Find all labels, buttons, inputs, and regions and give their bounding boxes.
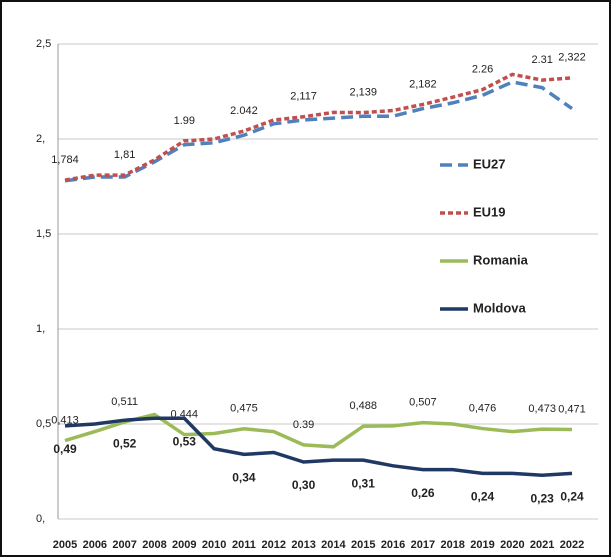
legend-label: Romania <box>473 252 529 267</box>
value-label: 1,81 <box>114 149 135 161</box>
value-label: 1.99 <box>174 115 195 127</box>
y-tick-label: 2,5 <box>36 38 51 50</box>
x-tick-label: 2010 <box>202 539 226 551</box>
value-label: 0,34 <box>232 471 256 485</box>
value-label: 0,23 <box>530 491 554 505</box>
value-label: 0,413 <box>51 414 79 426</box>
x-tick-label: 2012 <box>262 539 286 551</box>
value-label: 0,473 <box>528 403 556 415</box>
value-label: 0,53 <box>173 434 197 448</box>
value-label: 0,471 <box>558 403 586 415</box>
value-label: 2,182 <box>409 78 437 90</box>
value-label: 0,507 <box>409 397 437 409</box>
value-label: 0,26 <box>411 486 435 500</box>
value-label: 0,476 <box>469 402 497 414</box>
series-line <box>64 416 573 478</box>
y-tick-label: 1, <box>36 323 45 335</box>
value-label: 2,322 <box>558 52 586 64</box>
x-tick-label: 2018 <box>440 539 464 551</box>
x-tick-label: 2008 <box>142 539 166 551</box>
series-line <box>64 412 573 449</box>
value-label: 0,24 <box>560 490 584 504</box>
value-label: 0,511 <box>111 396 138 408</box>
x-tick-label: 2016 <box>381 539 405 551</box>
x-tick-label: 2021 <box>530 539 554 551</box>
value-label: 0,31 <box>352 476 376 490</box>
value-label: 0,24 <box>471 490 495 504</box>
x-tick-label: 2009 <box>172 539 196 551</box>
x-tick-label: 2005 <box>53 539 77 551</box>
x-tick-label: 2013 <box>291 539 315 551</box>
series-line <box>64 72 573 182</box>
legend-label: Moldova <box>473 300 526 315</box>
x-tick-label: 2019 <box>470 539 494 551</box>
value-label: 2.042 <box>230 105 258 117</box>
x-tick-label: 2014 <box>321 539 346 551</box>
value-label: 0,488 <box>349 400 377 412</box>
value-label: 0,52 <box>113 436 137 450</box>
value-label: 2,117 <box>290 91 317 103</box>
value-label: 0.39 <box>293 419 314 431</box>
legend-label: EU27 <box>473 156 506 171</box>
value-label: 0,30 <box>292 478 316 492</box>
x-tick-label: 2020 <box>500 539 524 551</box>
value-label: 2.31 <box>531 54 552 66</box>
x-tick-label: 2017 <box>411 539 435 551</box>
x-tick-label: 2006 <box>83 539 107 551</box>
x-tick-label: 2015 <box>351 539 375 551</box>
y-tick-label: 1,5 <box>36 228 51 240</box>
value-label: 1,784 <box>51 154 79 166</box>
series-line <box>64 80 574 183</box>
y-tick-label: 0,5 <box>36 418 51 430</box>
legend-label: EU19 <box>473 204 506 219</box>
value-label: 2,139 <box>349 86 377 98</box>
x-tick-label: 2022 <box>560 539 584 551</box>
x-tick-label: 2007 <box>112 539 136 551</box>
value-label: 2.26 <box>472 64 493 76</box>
y-tick-label: 0, <box>36 513 45 525</box>
x-tick-label: 2011 <box>232 539 256 551</box>
y-tick-label: 2, <box>36 133 45 145</box>
value-label: 0,475 <box>230 403 258 415</box>
value-label: 0,49 <box>53 442 77 456</box>
